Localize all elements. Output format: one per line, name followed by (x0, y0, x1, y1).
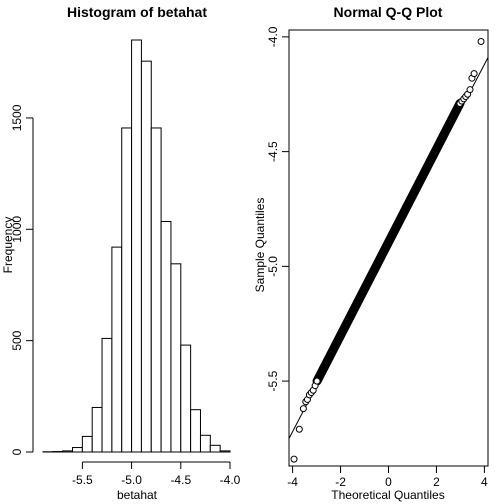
qq-point (477, 37, 485, 45)
histogram-bar (140, 60, 152, 453)
qq-x-axis: -4 -2 0 2 4 (287, 466, 488, 489)
histogram-bar (180, 344, 192, 453)
qq-y-tick-label: -5.5 (266, 370, 280, 391)
qq-point (470, 70, 478, 78)
histogram-y-label: Frequency (1, 217, 15, 274)
qq-x-tick-label: 2 (433, 475, 440, 489)
histogram-x-tick-label: -5.5 (72, 473, 93, 487)
histogram-x-tick-label: -4.5 (170, 473, 191, 487)
qq-point (299, 405, 307, 413)
qq-point (295, 425, 303, 433)
qq-x-tick-label: -4 (287, 475, 298, 489)
histogram-panel: Histogram of betahat betahat Frequency -… (1, 4, 241, 502)
histogram-bar (72, 447, 83, 453)
qq-x-tick-label: -2 (335, 475, 346, 489)
histogram-bar (160, 221, 172, 453)
histogram-bar (62, 450, 74, 453)
histogram-y-axis: 0 500 1000 1500 (10, 104, 34, 455)
qq-point (290, 455, 298, 463)
qq-title: Normal Q-Q Plot (334, 4, 443, 20)
histogram-bar (190, 409, 201, 453)
histogram-y-tick-label: 1500 (10, 104, 24, 131)
histogram-bar (170, 263, 182, 453)
histogram-y-tick-label: 500 (10, 330, 24, 350)
qq-points (290, 37, 485, 463)
histogram-bar (150, 127, 162, 453)
qq-y-tick-label: -4.5 (266, 141, 280, 162)
histogram-bar (199, 434, 211, 453)
histogram-x-axis: -5.5 -5.0 -4.5 -4.0 (72, 461, 241, 487)
histogram-bar (131, 39, 142, 453)
qq-y-axis: -5.5 -5.0 -4.5 -4.0 (266, 26, 289, 391)
qq-y-label: Sample Quantiles (253, 198, 267, 293)
histogram-x-tick-label: -4.0 (220, 473, 241, 487)
histogram-bar (121, 127, 133, 453)
qq-y-tick-label: -4.0 (266, 26, 280, 47)
histogram-y-tick-label: 1000 (10, 216, 24, 243)
histogram-bar (111, 246, 123, 453)
histogram-title: Histogram of betahat (67, 4, 207, 20)
qq-dense-points (312, 98, 465, 386)
qq-panel: Normal Q-Q Plot Theoretical Quantiles Sa… (253, 4, 489, 502)
qq-x-tick-label: 0 (385, 475, 392, 489)
qq-x-tick-label: 4 (481, 475, 488, 489)
histogram-x-tick-label: -5.0 (121, 473, 142, 487)
histogram-bar (101, 337, 113, 453)
qq-point (466, 86, 474, 94)
histogram-bar (81, 435, 93, 453)
histogram-bars (42, 39, 231, 453)
qq-point-band (312, 98, 465, 386)
histogram-x-label: betahat (117, 488, 158, 502)
histogram-bar (209, 444, 221, 453)
qq-point (313, 377, 321, 385)
qq-y-tick-label: -5.0 (266, 256, 280, 277)
histogram-bar (91, 406, 103, 453)
qq-x-label: Theoretical Quantiles (331, 488, 444, 502)
histogram-bar (219, 450, 231, 453)
histogram-y-tick-label: 0 (10, 448, 24, 455)
